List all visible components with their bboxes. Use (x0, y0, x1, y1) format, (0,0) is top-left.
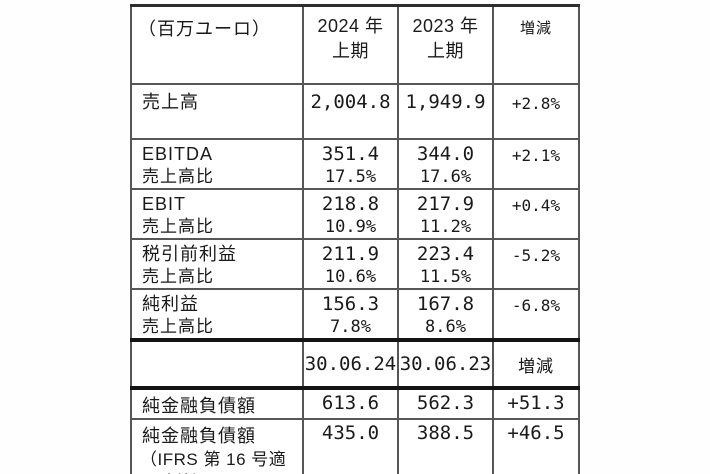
col-header-2024-period: 上期 (332, 41, 369, 61)
change-cell: +2.1% (492, 138, 580, 190)
table-header-row: （百万ユーロ） 2024 年 上期 2023 年 上期 増減 (130, 4, 580, 85)
row-label-cell: 税引前利益 売上高比 (130, 238, 304, 290)
col-header-2023-year: 2023 年 (412, 16, 479, 36)
change-value: +51.3 (507, 392, 565, 414)
table-row-net-profit: 純利益 売上高比 156.3 7.8% 167.8 8.6% -6.8% (130, 288, 580, 341)
row-sublabel: 売上高比 (142, 317, 214, 336)
table-row-ebitda: EBITDA 売上高比 351.4 17.5% 344.0 17.6% +2.1… (130, 138, 580, 190)
row-label: 純利益 (142, 294, 199, 314)
change-value: +46.5 (507, 422, 565, 444)
value-2024: 2,004.8 (310, 91, 391, 113)
table-row-net-debt: 純金融負債額 613.6 562.3 +51.3 (130, 387, 580, 420)
value-cell-2024: 435.0 (302, 418, 399, 474)
col-header-2023: 2023 年 上期 (397, 4, 494, 85)
row-label-cell: 純金融負債額 （IFRS 第 16 号適用除外） (130, 418, 304, 474)
ratio-2023: 17.6% (419, 167, 472, 187)
value-2024: 211.9 (321, 243, 380, 265)
value-cell-2024: 613.6 (302, 387, 399, 420)
row-label-note: （IFRS 第 16 号適用除外） (140, 450, 287, 474)
table-row-net-debt-ex-ifrs16: 純金融負債額 （IFRS 第 16 号適用除外） 435.0 388.5 +46… (130, 418, 580, 474)
value-2023: 223.4 (416, 243, 475, 265)
unit-label: （百万ユーロ） (138, 19, 271, 39)
change-cell: +2.8% (492, 83, 580, 140)
value-cell-2024: 218.8 10.9% (302, 188, 399, 240)
col-header-2024: 2024 年 上期 (302, 4, 399, 85)
value-cell-2024: 156.3 7.8% (302, 288, 399, 341)
change-value: +2.8% (511, 94, 561, 113)
row-label-cell: 売上高 (130, 83, 304, 140)
change-value: +2.1% (511, 146, 561, 165)
table-row-ebit: EBIT 売上高比 218.8 10.9% 217.9 11.2% +0.4% (130, 188, 580, 240)
value-2024: 351.4 (321, 143, 380, 165)
date-header-2023: 30.06.23 (399, 353, 492, 375)
value-2023: 344.0 (416, 143, 475, 165)
value-2024: 435.0 (321, 422, 380, 444)
row-label: 純金融負債額 (142, 396, 256, 416)
value-cell-2023: 223.4 11.5% (397, 238, 494, 290)
row-sublabel: 売上高比 (142, 267, 214, 286)
balance-header-row: 30.06.24 30.06.23 増減 (130, 338, 580, 390)
value-cell-2023: 1,949.9 (397, 83, 494, 140)
row-sublabel: 売上高比 (142, 217, 214, 236)
unit-header-cell: （百万ユーロ） (130, 4, 304, 85)
table-row-pretax-profit: 税引前利益 売上高比 211.9 10.6% 223.4 11.5% -5.2% (130, 238, 580, 290)
value-2024: 156.3 (321, 293, 380, 315)
col-header-change: 増減 (492, 4, 580, 85)
ratio-2024: 7.8% (330, 317, 371, 337)
value-cell-2024: 351.4 17.5% (302, 138, 399, 190)
value-cell-2024: 211.9 10.6% (302, 238, 399, 290)
row-label: 売上高 (142, 92, 199, 112)
value-2023: 217.9 (416, 193, 475, 215)
change-cell: +0.4% (492, 188, 580, 240)
ratio-2023: 11.5% (419, 267, 472, 287)
row-sublabel: 売上高比 (142, 167, 214, 186)
row-label-cell: 純利益 売上高比 (130, 288, 304, 341)
ratio-2023: 8.6% (425, 317, 466, 337)
date-header-2023-cell: 30.06.23 (397, 338, 494, 390)
ratio-2024: 17.5% (324, 167, 377, 187)
row-label: 税引前利益 (142, 244, 237, 264)
change-value: -6.8% (511, 296, 561, 315)
col-header-2024-year: 2024 年 (317, 16, 384, 36)
value-2023: 1,949.9 (405, 91, 486, 113)
ratio-2023: 11.2% (419, 217, 472, 237)
change-cell: -6.8% (492, 288, 580, 341)
change-value: +0.4% (511, 196, 561, 215)
balance-change-header-cell: 増減 (492, 338, 580, 390)
row-label-cell: EBIT 売上高比 (130, 188, 304, 240)
change-value: -5.2% (511, 246, 561, 265)
value-cell-2023: 562.3 (397, 387, 494, 420)
row-label-cell: EBITDA 売上高比 (130, 138, 304, 190)
date-header-2024: 30.06.24 (304, 353, 397, 375)
col-header-2023-period: 上期 (427, 41, 464, 61)
ratio-2024: 10.6% (324, 267, 377, 287)
change-cell: +46.5 (492, 418, 580, 474)
change-cell: -5.2% (492, 238, 580, 290)
ratio-2024: 10.9% (324, 217, 377, 237)
value-cell-2023: 167.8 8.6% (397, 288, 494, 341)
value-2023: 388.5 (416, 422, 475, 444)
row-label: EBITDA (142, 144, 214, 164)
row-label-cell: 純金融負債額 (130, 387, 304, 420)
value-cell-2024: 2,004.8 (302, 83, 399, 140)
value-cell-2023: 344.0 17.6% (397, 138, 494, 190)
row-label: 純金融負債額 (142, 426, 256, 446)
financial-summary-table: （百万ユーロ） 2024 年 上期 2023 年 上期 増減 売上高 (130, 4, 580, 474)
value-cell-2023: 388.5 (397, 418, 494, 474)
value-2023: 562.3 (416, 392, 475, 414)
change-cell: +51.3 (492, 387, 580, 420)
balance-change-header-label: 増減 (518, 356, 554, 376)
empty-header-cell (130, 338, 304, 390)
value-2024: 613.6 (321, 392, 380, 414)
value-cell-2023: 217.9 11.2% (397, 188, 494, 240)
date-header-2024-cell: 30.06.24 (302, 338, 399, 390)
row-label: EBIT (142, 194, 187, 214)
change-header-label: 増減 (519, 20, 552, 37)
table-row-revenue: 売上高 2,004.8 1,949.9 +2.8% (130, 83, 580, 140)
value-2024: 218.8 (321, 193, 380, 215)
value-2023: 167.8 (416, 293, 475, 315)
